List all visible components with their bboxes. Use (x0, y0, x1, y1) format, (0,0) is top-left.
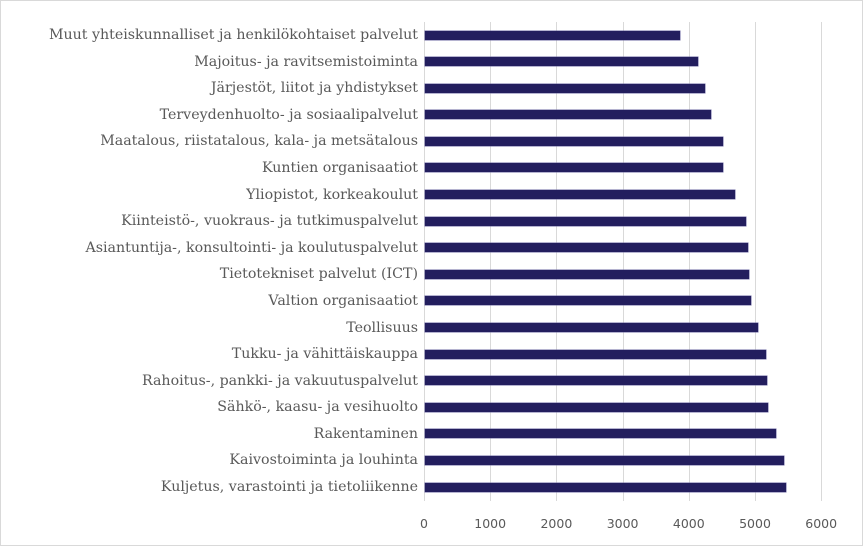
x-tick-label: 4000 (672, 516, 705, 531)
category-label: Kiinteistö-, vuokraus- ja tutkimuspalvel… (121, 213, 418, 230)
category-label: Terveydenhuolto- ja sosiaalipalvelut (159, 106, 418, 123)
gridline (556, 22, 558, 501)
bar (425, 136, 723, 146)
bar (425, 243, 749, 253)
gridline (821, 22, 823, 501)
gridline (688, 22, 690, 501)
bar (425, 30, 681, 40)
bar (425, 455, 784, 465)
gridline (622, 22, 624, 501)
bar (425, 402, 769, 412)
category-label: Teollisuus (346, 319, 418, 336)
x-tick-label: 6000 (805, 516, 838, 531)
category-label: Yliopistot, korkeakoulut (246, 186, 418, 203)
gridline (490, 22, 492, 501)
bar (425, 269, 749, 279)
category-label: Kaivostoiminta ja louhinta (229, 452, 418, 469)
category-label: Kuntien organisaatiot (261, 159, 418, 176)
x-tick-label: 5000 (739, 516, 771, 531)
bar (425, 216, 747, 226)
category-label: Muut yhteiskunnalliset ja henkilökohtais… (48, 27, 418, 43)
bar (425, 83, 706, 93)
category-label: Sähkö-, kaasu- ja vesihuolto (217, 399, 418, 416)
x-tick-label: 3000 (606, 516, 639, 531)
bar (425, 190, 735, 199)
x-tick-label: 0 (420, 516, 428, 531)
bar (425, 110, 711, 120)
bar (425, 482, 787, 492)
bar (425, 296, 751, 306)
category-label: Majoitus- ja ravitsemistoiminta (194, 53, 418, 70)
category-label: Rakentaminen (313, 425, 418, 442)
category-label: Kuljetus, varastointi ja tietoliikenne (160, 479, 418, 495)
x-tick-label: 2000 (540, 516, 573, 531)
x-tick-label: 1000 (474, 516, 507, 531)
gridline (755, 22, 756, 501)
category-label: Järjestöt, liitot ja yhdistykset (210, 80, 418, 97)
category-label: Valtion organisaatiot (268, 292, 418, 309)
category-label: Asiantuntija-, konsultointi- ja koulutus… (85, 239, 418, 256)
bar (425, 323, 759, 332)
category-label: Rahoitus-, pankki- ja vakuutuspalvelut (141, 372, 418, 389)
bar (425, 376, 767, 386)
category-label: Maatalous, riistatalous, kala- ja metsät… (100, 133, 418, 150)
bar (425, 57, 699, 67)
gridline (424, 22, 425, 501)
category-label: Tietotekniset palvelut (ICT) (219, 266, 418, 283)
bar (425, 429, 776, 439)
bar (425, 349, 767, 359)
category-label: Tukku- ja vähittäiskauppa (231, 346, 418, 363)
bar (425, 163, 724, 173)
